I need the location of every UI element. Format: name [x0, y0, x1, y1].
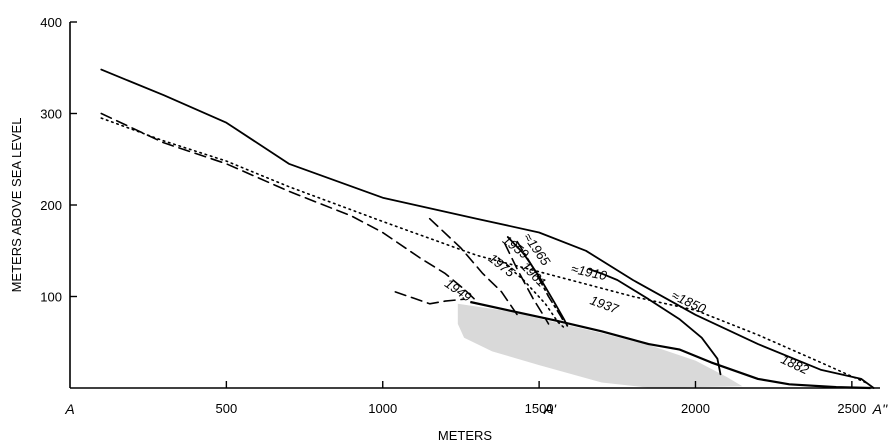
curve-label-1882: 1882	[779, 352, 812, 378]
series-line-1882	[100, 117, 869, 385]
y-tick-label-100: 100	[40, 290, 62, 305]
x-tick-label-1500: 1500	[525, 401, 554, 416]
series-line-1937	[497, 257, 565, 329]
x-axis-title: METERS	[438, 428, 493, 443]
point-label-a-double-prime: A''	[872, 401, 889, 417]
series-line-1975	[516, 240, 565, 323]
series-line-1910	[588, 268, 722, 376]
series-line-unlabeled-9	[394, 291, 465, 305]
point-label-a-prime: A'	[543, 401, 557, 417]
rock-mass	[457, 303, 743, 388]
curve-label-1975: 1975	[486, 250, 519, 280]
ticks: 500 1000 1500 2000 2500 100 200 300 400	[40, 15, 866, 416]
series-line-1850	[100, 68, 875, 389]
bedrock-surface	[470, 300, 871, 390]
point-label-a: A	[64, 401, 74, 417]
curve-label-1937: 1937	[588, 293, 621, 317]
x-tick-label-500: 500	[216, 401, 238, 416]
y-tick-label-400: 400	[40, 15, 62, 30]
rock-layer	[457, 303, 743, 388]
y-tick-label-300: 300	[40, 107, 62, 122]
x-tick-label-2000: 2000	[681, 401, 710, 416]
y-tick-label-200: 200	[40, 198, 62, 213]
x-tick-label-2500: 2500	[837, 401, 866, 416]
series-line-1959	[428, 217, 519, 316]
series-line-1961	[503, 242, 550, 325]
curve-label-1910: ≈1910	[570, 261, 609, 283]
point-labels: A A' A''	[64, 401, 888, 417]
series-line-1965	[506, 236, 569, 327]
y-axis-title: METERS ABOVE SEA LEVEL	[9, 118, 24, 293]
series-line-1949	[100, 112, 478, 302]
x-tick-label-1000: 1000	[368, 401, 397, 416]
series-layer	[100, 68, 875, 390]
